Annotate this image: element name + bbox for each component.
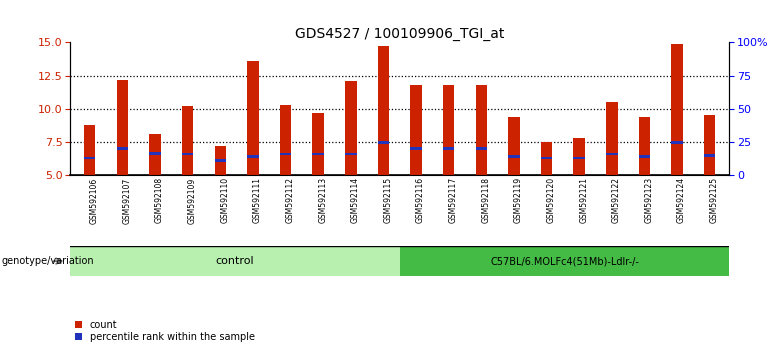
Bar — [541, 156, 552, 159]
Bar — [313, 113, 324, 175]
Text: GSM592123: GSM592123 — [644, 177, 654, 223]
Text: GSM592108: GSM592108 — [155, 177, 164, 223]
Bar — [70, 246, 400, 276]
Bar — [280, 105, 291, 175]
Bar — [443, 85, 455, 175]
Title: GDS4527 / 100109906_TGI_at: GDS4527 / 100109906_TGI_at — [295, 28, 505, 41]
Text: GSM592113: GSM592113 — [318, 177, 327, 223]
Bar — [573, 156, 585, 159]
Bar — [443, 147, 455, 150]
Text: GSM592116: GSM592116 — [416, 177, 425, 223]
Text: GSM592112: GSM592112 — [285, 177, 295, 223]
Bar — [215, 146, 226, 175]
Bar — [410, 85, 422, 175]
Bar — [280, 153, 291, 155]
Bar — [182, 153, 193, 155]
Bar — [247, 61, 259, 175]
Bar — [149, 152, 161, 155]
Bar — [606, 153, 618, 155]
Text: GSM592115: GSM592115 — [384, 177, 392, 223]
Bar — [509, 117, 519, 175]
Bar — [639, 155, 651, 158]
Text: GSM592125: GSM592125 — [710, 177, 718, 223]
Bar — [215, 159, 226, 162]
Bar — [378, 141, 389, 143]
Bar — [704, 115, 715, 175]
Text: GSM592110: GSM592110 — [220, 177, 229, 223]
Bar — [117, 80, 128, 175]
Bar — [606, 102, 618, 175]
Text: GSM592118: GSM592118 — [481, 177, 491, 223]
Bar — [400, 246, 729, 276]
Text: GSM592124: GSM592124 — [677, 177, 686, 223]
Bar — [117, 147, 128, 150]
Bar — [84, 156, 95, 159]
Text: GSM592119: GSM592119 — [514, 177, 523, 223]
Text: GSM592111: GSM592111 — [253, 177, 262, 223]
Bar — [573, 138, 585, 175]
Text: control: control — [215, 256, 254, 266]
Text: GSM592114: GSM592114 — [351, 177, 360, 223]
Bar — [84, 125, 95, 175]
Bar — [345, 153, 356, 155]
Bar — [345, 81, 356, 175]
Text: GSM592121: GSM592121 — [580, 177, 588, 223]
Text: GSM592109: GSM592109 — [188, 177, 197, 224]
Legend: count, percentile rank within the sample: count, percentile rank within the sample — [75, 320, 254, 342]
Text: genotype/variation: genotype/variation — [2, 256, 94, 266]
Bar — [639, 117, 651, 175]
Bar — [672, 141, 682, 143]
Bar — [476, 85, 487, 175]
Text: GSM592120: GSM592120 — [547, 177, 555, 223]
Text: GSM592122: GSM592122 — [612, 177, 621, 223]
Bar — [182, 106, 193, 175]
Bar — [313, 153, 324, 155]
Bar — [410, 147, 422, 150]
Text: C57BL/6.MOLFc4(51Mb)-Ldlr-/-: C57BL/6.MOLFc4(51Mb)-Ldlr-/- — [490, 256, 639, 266]
Text: GSM592107: GSM592107 — [122, 177, 131, 224]
Bar — [541, 142, 552, 175]
Text: GSM592117: GSM592117 — [448, 177, 458, 223]
Bar — [247, 155, 259, 158]
Bar — [378, 46, 389, 175]
Text: GSM592106: GSM592106 — [90, 177, 99, 224]
Bar — [672, 44, 682, 175]
Bar — [704, 154, 715, 157]
Bar — [476, 147, 487, 150]
Bar — [149, 134, 161, 175]
Bar — [509, 155, 519, 158]
